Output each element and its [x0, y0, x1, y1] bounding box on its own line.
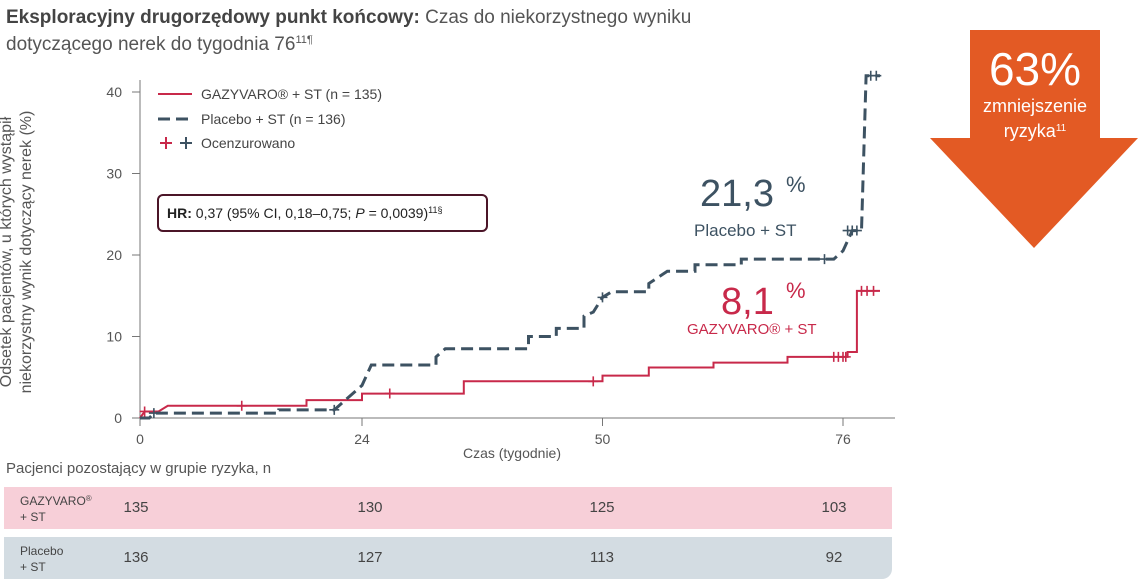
gazyvaro-series-line [139, 289, 880, 419]
placebo-percent: 21,3 [700, 173, 774, 215]
y-tick-label: 40 [106, 84, 122, 100]
legend-label-placebo: Placebo + ST (n = 136) [201, 111, 346, 127]
censor-marker [819, 254, 830, 265]
arrow-line2-text: ryzyka [1003, 121, 1056, 141]
x-tick-label: 50 [595, 431, 611, 447]
risk-label-line1: Placebo [20, 544, 64, 558]
censor-marker [597, 292, 608, 303]
placebo-series-line [140, 74, 880, 420]
placebo-label: Placebo + ST [694, 221, 797, 240]
gazyvaro-percent: 8,1 [721, 281, 774, 323]
arrow-sup: 11 [1055, 123, 1067, 134]
risk-value: 130 [357, 499, 383, 516]
censor-marker [329, 404, 340, 415]
hazard-ratio-box: HR: 0,37 (95% CI, 0,18–0,75; P = 0,0039)… [157, 194, 488, 232]
risk-label-line2: + ST [20, 510, 46, 524]
hr-text-a: 0,37 (95% CI, 0,18–0,75; [191, 205, 356, 221]
risk-value: 127 [357, 549, 383, 566]
risk-row-placebo: Placebo + ST 136 127 113 92 [4, 537, 892, 579]
censor-marker [588, 376, 599, 387]
risk-value: 125 [589, 499, 615, 516]
risk-row-gazyvaro: GAZYVARO® + ST 135 130 125 103 [4, 487, 892, 529]
y-tick-label: 20 [106, 247, 122, 263]
risk-value: 135 [123, 499, 149, 516]
censor-marker [139, 406, 150, 417]
risk-label-placebo: Placebo + ST [20, 543, 63, 575]
title-bold: Eksploracyjny drugorzędowy punkt końcowy… [6, 7, 420, 28]
risk-label-line1: GAZYVARO [20, 494, 86, 508]
risk-label-sup: ® [85, 494, 92, 503]
legend-censor-gazyvaro-icon [160, 137, 172, 149]
title-sup: 11¶ [295, 34, 313, 46]
hr-sup: 11§ [428, 205, 443, 215]
title-rest-2: dotyczącego nerek do tygodnia 76 [6, 34, 296, 55]
y-tick-label: 10 [106, 329, 122, 345]
arrow-line1: zmniejszenie [982, 96, 1088, 116]
risk-label-gazyvaro: GAZYVARO® + ST [20, 493, 92, 525]
x-axis-label: Czas (tygodnie) [463, 445, 561, 461]
x-tick-label: 76 [835, 431, 851, 447]
censor-marker [840, 351, 851, 362]
x-tick-label: 0 [136, 431, 144, 447]
risk-table-title: Pacjenci pozostający w grupie ryzyka, n [6, 460, 272, 477]
censor-marker [148, 408, 159, 419]
censor-marker [236, 400, 247, 411]
censor-marker [871, 70, 882, 81]
title-rest-1: Czas do niekorzystnego wyniku [419, 7, 692, 28]
hr-p: P [355, 205, 365, 221]
hr-text-b: = 0,0039) [364, 205, 429, 221]
risk-label-line2: + ST [20, 560, 46, 574]
hr-bold: HR: [167, 205, 192, 221]
risk-value: 113 [590, 549, 614, 566]
censor-marker [868, 285, 879, 296]
censor-marker [851, 225, 862, 236]
legend-label-censored: Ocenzurowano [201, 135, 295, 151]
gazyvaro-label: GAZYVARO® + ST [687, 321, 817, 338]
censor-marker [384, 388, 395, 399]
arrow-value: 63% [988, 43, 1082, 95]
arrow-line2: ryzyka11 [960, 120, 1110, 142]
y-tick-label: 0 [114, 410, 122, 426]
page-title: Eksploracyjny drugorzędowy punkt końcowy… [6, 4, 826, 58]
risk-value: 136 [123, 549, 149, 566]
legend-censor-placebo-icon [180, 137, 192, 149]
x-tick-label: 24 [354, 431, 370, 447]
risk-value: 92 [825, 549, 843, 566]
y-tick-label: 30 [106, 166, 122, 182]
risk-value: 103 [821, 499, 847, 516]
placebo-percent-sign: % [786, 172, 806, 197]
gazyvaro-percent-sign: % [786, 278, 806, 303]
legend-label-gazyvaro: GAZYVARO® + ST (n = 135) [201, 86, 382, 102]
